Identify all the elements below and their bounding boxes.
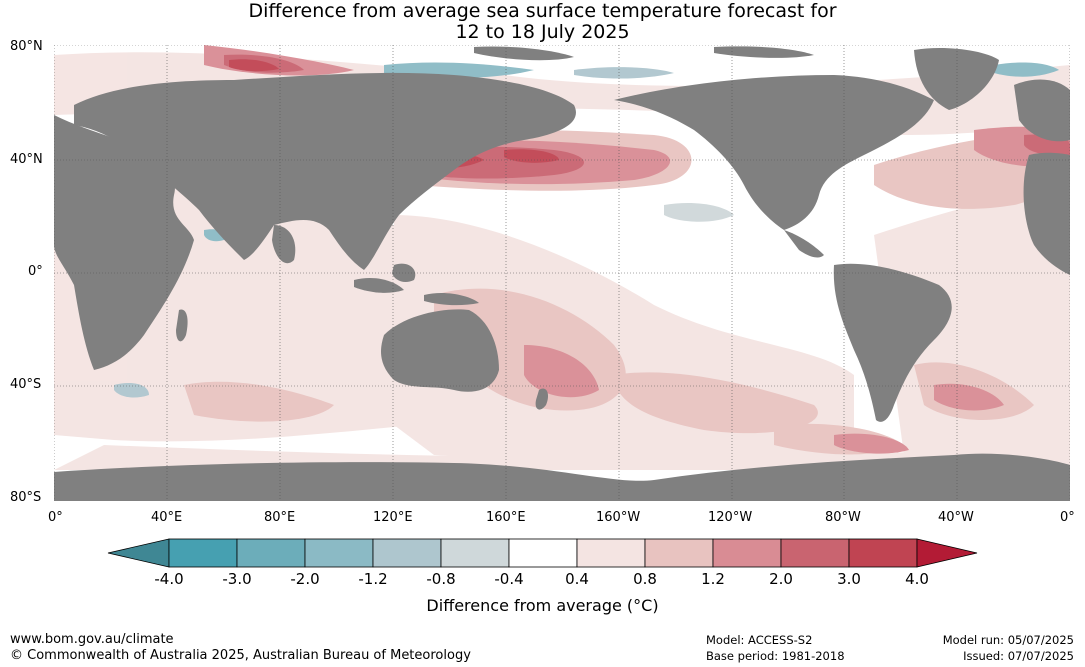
- footer-model-run: Model run: 05/07/2025: [942, 633, 1074, 647]
- lon-label-40e: 40°E: [151, 510, 183, 525]
- land: [54, 46, 1070, 501]
- cb-tick-7: 0.8: [633, 570, 657, 588]
- map-title-line1: Difference from average sea surface temp…: [248, 0, 837, 22]
- lon-label-80w: 80°W: [825, 510, 861, 525]
- lon-label-80e: 80°E: [264, 510, 296, 525]
- cb-tick-3: -1.2: [358, 570, 388, 588]
- colorbar-swatch-1: [236, 538, 306, 568]
- cb-tick-5: -0.4: [494, 570, 524, 588]
- lat-label-80n: 80°N: [10, 39, 43, 54]
- lat-label-80s: 80°S: [10, 490, 42, 505]
- colorbar-swatch-6: [576, 538, 646, 568]
- lon-label-120e: 120°E: [373, 510, 413, 525]
- footer-url: www.bom.gov.au/climate: [10, 632, 174, 647]
- cb-tick-0: -4.0: [154, 570, 184, 588]
- lon-label-120w: 120°W: [708, 510, 753, 525]
- cb-tick-11: 4.0: [905, 570, 929, 588]
- colorbar-label: Difference from average (°C): [426, 596, 659, 615]
- lon-label-160w: 160°W: [596, 510, 641, 525]
- colorbar-swatch-9: [780, 538, 850, 568]
- lat-label-40n: 40°N: [10, 152, 43, 167]
- colorbar-swatch-2: [304, 538, 374, 568]
- sst-anomaly-map: [54, 45, 1070, 501]
- footer-copyright: © Commonwealth of Australia 2025, Austra…: [10, 648, 471, 663]
- lon-label-0-left: 0°: [48, 510, 63, 525]
- colorbar: [107, 538, 978, 568]
- cb-tick-9: 2.0: [769, 570, 793, 588]
- cb-tick-8: 1.2: [701, 570, 725, 588]
- lon-label-40w: 40°W: [938, 510, 974, 525]
- lat-label-40s: 40°S: [10, 377, 42, 392]
- lon-label-0-right: 0°: [1060, 510, 1075, 525]
- cb-tick-4: -0.8: [426, 570, 456, 588]
- colorbar-swatch-3: [372, 538, 442, 568]
- cb-tick-2: -2.0: [290, 570, 320, 588]
- lat-label-equator: 0°: [28, 264, 43, 279]
- footer-base-period: Base period: 1981-2018: [706, 649, 845, 663]
- lon-label-160e: 160°E: [486, 510, 526, 525]
- graticule: [54, 45, 1070, 501]
- cb-tick-1: -3.0: [222, 570, 252, 588]
- cb-tick-6: 0.4: [565, 570, 589, 588]
- map-title-line2: 12 to 18 July 2025: [455, 21, 630, 43]
- colorbar-swatch-8: [712, 538, 782, 568]
- colorbar-swatch-0: [168, 538, 238, 568]
- colorbar-swatch-7: [644, 538, 714, 568]
- colorbar-under-triangle: [107, 538, 170, 568]
- colorbar-swatch-5: [508, 538, 578, 568]
- colorbar-swatch-10: [848, 538, 918, 568]
- footer-model: Model: ACCESS-S2: [706, 633, 813, 647]
- footer-issued: Issued: 07/07/2025: [963, 649, 1074, 663]
- colorbar-swatch-4: [440, 538, 510, 568]
- cb-tick-10: 3.0: [837, 570, 861, 588]
- colorbar-over-triangle: [916, 538, 978, 568]
